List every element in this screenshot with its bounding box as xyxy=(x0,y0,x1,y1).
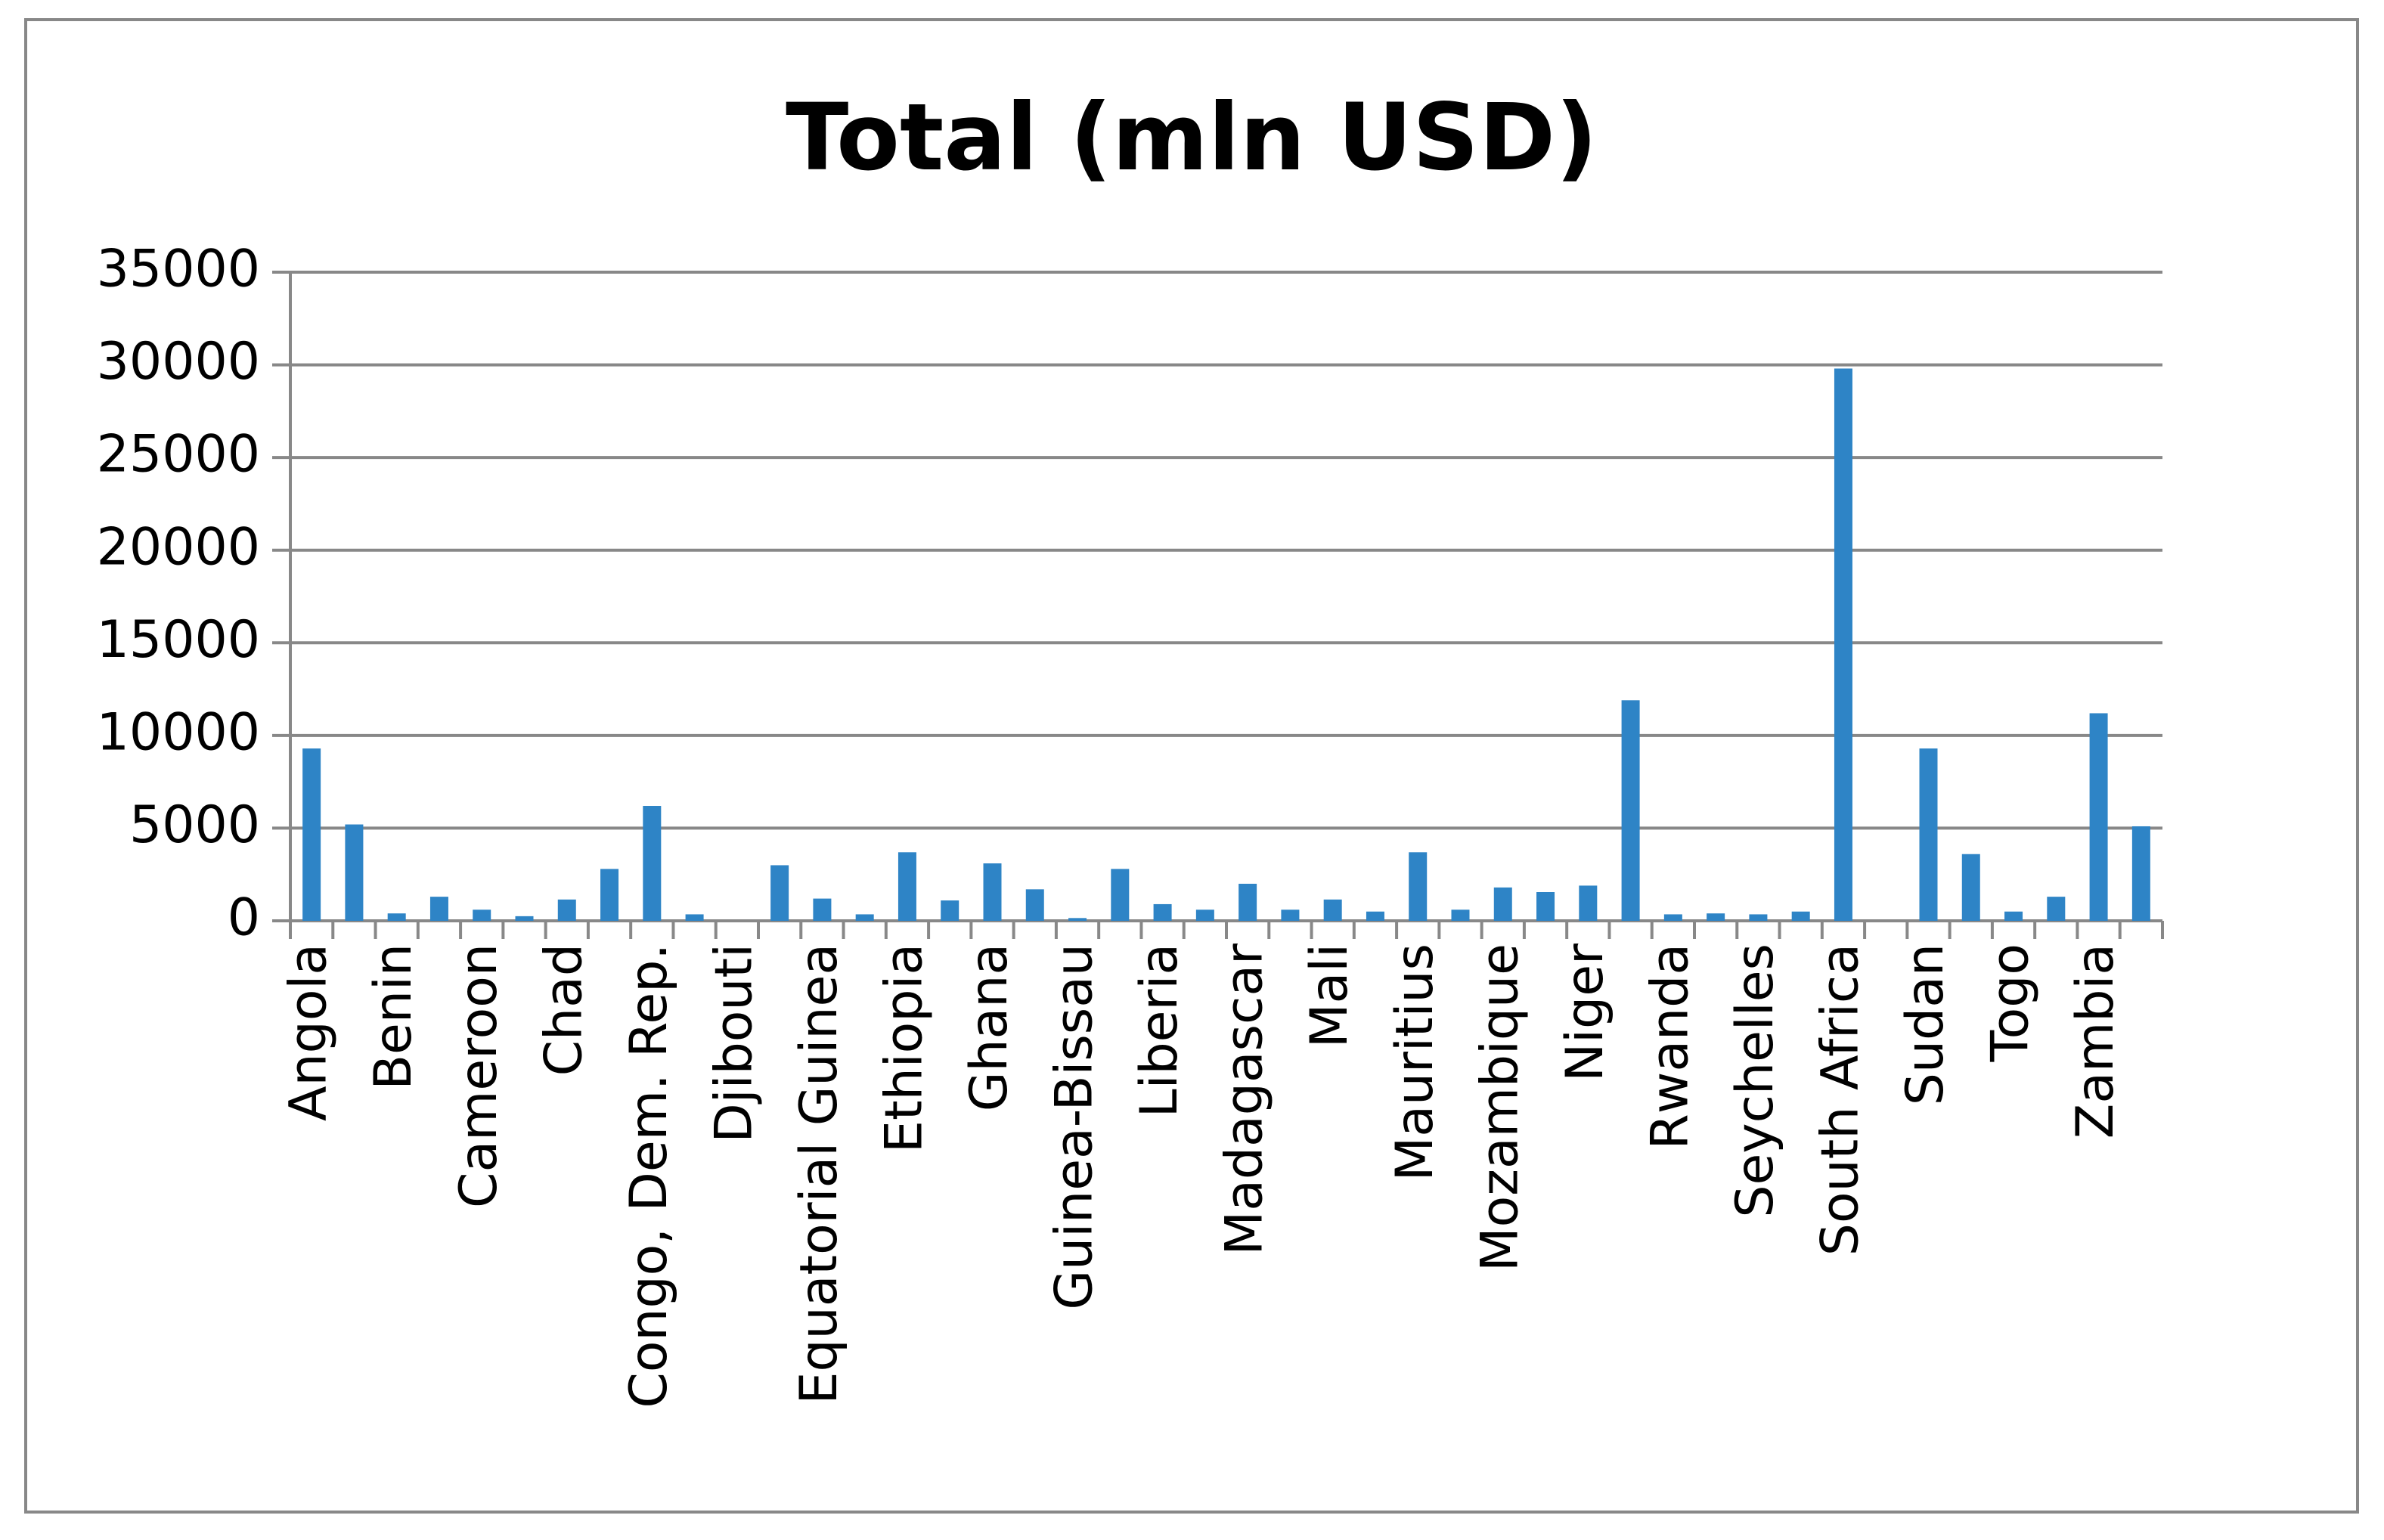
chart-border xyxy=(24,18,2359,1514)
bar xyxy=(345,824,364,921)
y-tick-label: 15000 xyxy=(97,610,260,670)
bar xyxy=(2004,911,2023,921)
x-tick-label: Togo xyxy=(1981,944,2041,1062)
x-tick-label: Mali xyxy=(1300,944,1359,1048)
bar xyxy=(600,869,619,921)
x-tick-label: South Africa xyxy=(1811,944,1871,1256)
bar xyxy=(1281,909,1300,921)
bar xyxy=(1068,918,1087,921)
x-tick-label: Equatorial Guinea xyxy=(789,944,849,1404)
x-tick-label: Angola xyxy=(279,944,339,1121)
bar xyxy=(1493,887,1512,921)
x-tick-label: Sudan xyxy=(1896,944,1955,1105)
bar xyxy=(643,806,662,921)
x-tick-label: Ethiopia xyxy=(875,944,935,1153)
bar xyxy=(557,899,576,921)
bar xyxy=(1579,885,1598,921)
y-tick-label: 5000 xyxy=(129,795,260,855)
bar xyxy=(2047,897,2066,921)
y-tick-label: 30000 xyxy=(97,332,260,392)
x-tick-label: Ghana xyxy=(959,944,1019,1111)
x-tick-label: Mauritius xyxy=(1385,944,1445,1181)
bar xyxy=(1239,883,1257,921)
bar xyxy=(1536,892,1555,921)
bar xyxy=(515,916,534,921)
x-tick-label: Benin xyxy=(364,944,423,1090)
x-tick-label: Cameroon xyxy=(449,944,509,1208)
bar xyxy=(1025,889,1044,921)
bar xyxy=(1409,852,1428,921)
bar xyxy=(1663,914,1682,921)
x-tick-label: Madagascar xyxy=(1215,944,1275,1255)
chart-title: Total (mln USD) xyxy=(786,84,1598,191)
x-tick-label: Djibouti xyxy=(704,944,764,1143)
x-tick-label: Congo, Dem. Rep. xyxy=(619,944,679,1408)
x-tick-label: Niger xyxy=(1555,944,1615,1082)
bar xyxy=(855,914,874,921)
bar xyxy=(1791,911,1810,921)
x-tick-label: Chad xyxy=(534,944,594,1076)
bar xyxy=(1451,909,1470,921)
bar xyxy=(685,914,704,921)
bar xyxy=(1153,903,1172,921)
bar xyxy=(813,898,832,921)
bar xyxy=(1749,914,1768,921)
bar xyxy=(941,900,959,921)
bar xyxy=(770,865,789,921)
y-tick-label: 35000 xyxy=(97,240,260,299)
y-tick-label: 0 xyxy=(228,888,260,948)
y-tick-label: 10000 xyxy=(97,702,260,762)
bar xyxy=(1366,911,1384,921)
x-tick-label: Seychelles xyxy=(1725,944,1785,1218)
x-tick-label: Guinea-Bissau xyxy=(1045,944,1105,1310)
x-tick-label: Rwanda xyxy=(1640,944,1700,1149)
bar xyxy=(1961,854,1980,921)
y-tick-label: 20000 xyxy=(97,517,260,577)
y-tick-label: 25000 xyxy=(97,425,260,485)
bar xyxy=(1621,700,1640,921)
bar xyxy=(1323,899,1342,921)
bar xyxy=(897,852,916,921)
bar xyxy=(473,909,491,921)
x-tick-label: Mozambique xyxy=(1470,944,1530,1272)
bar xyxy=(2089,713,2108,921)
bar xyxy=(1834,368,1852,922)
bar xyxy=(1707,913,1725,921)
x-tick-label: Zambia xyxy=(2066,944,2125,1139)
bar xyxy=(387,913,406,921)
bar xyxy=(983,863,1002,921)
bar xyxy=(429,897,448,921)
bar xyxy=(302,748,321,921)
bar xyxy=(1919,748,1938,921)
bar xyxy=(1111,869,1130,921)
x-tick-label: Liberia xyxy=(1130,944,1189,1117)
bar xyxy=(1195,909,1214,921)
bar xyxy=(2131,826,2150,921)
